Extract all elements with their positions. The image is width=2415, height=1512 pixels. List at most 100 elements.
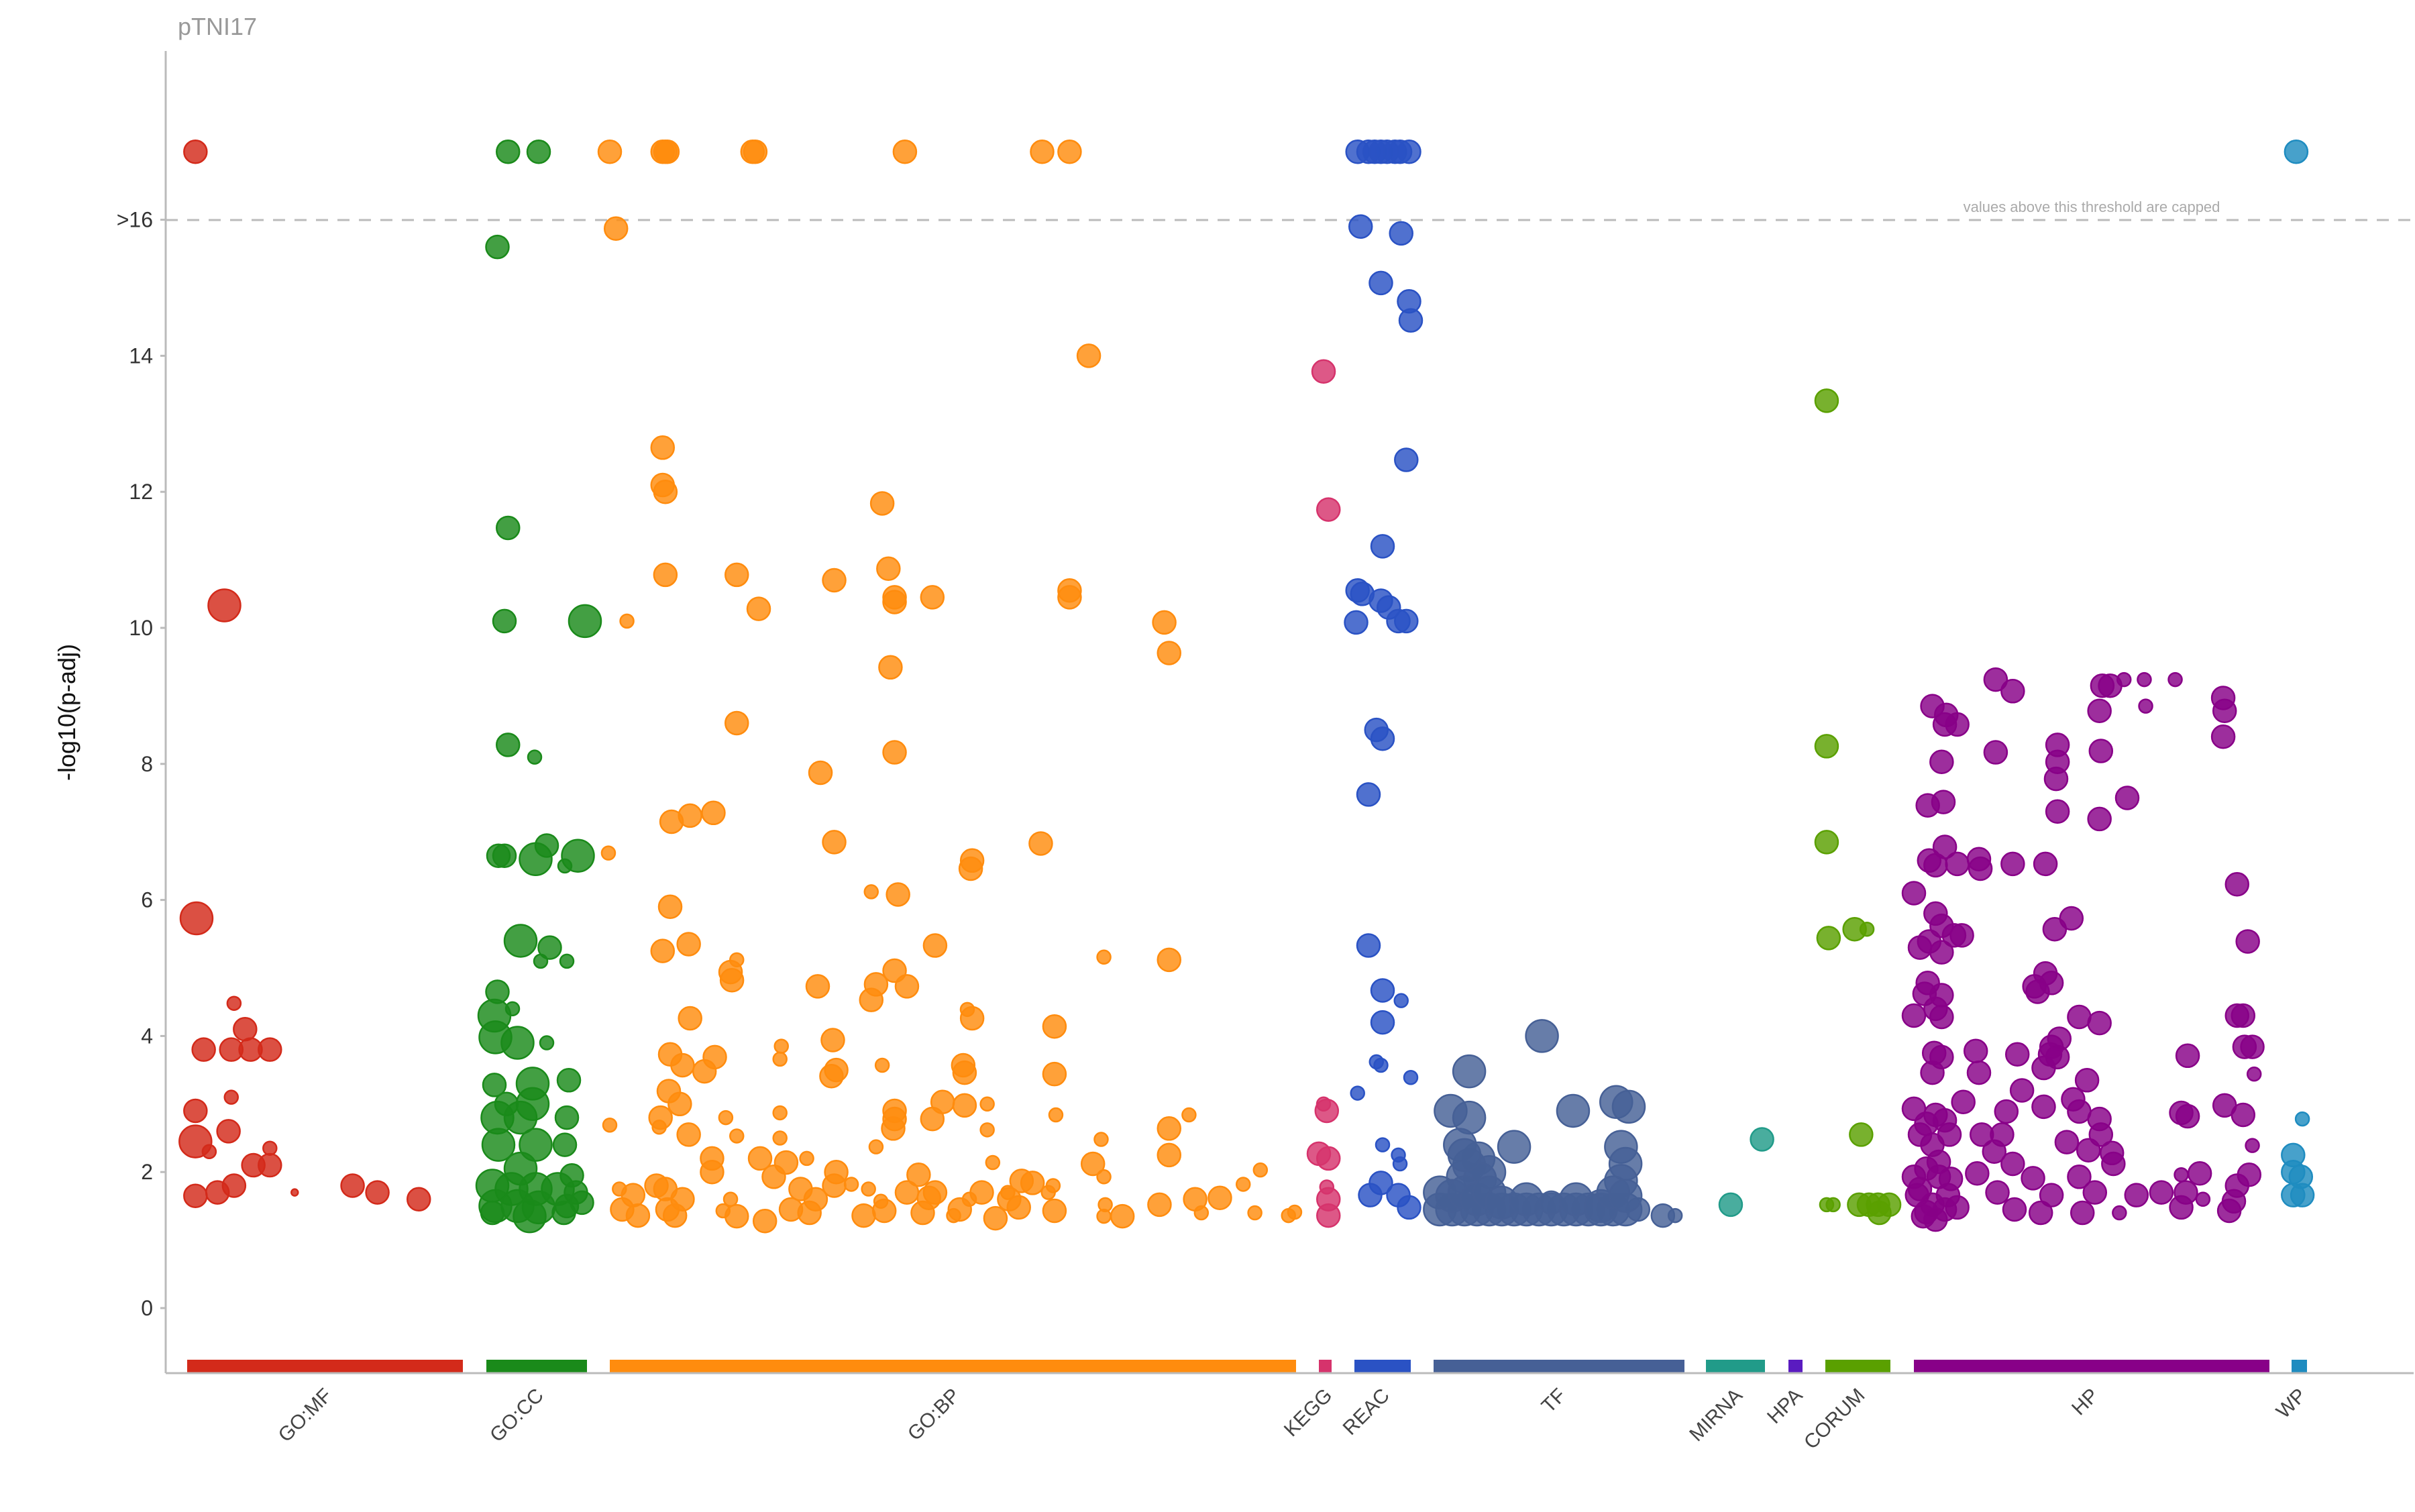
data-point-go-bp[interactable] [1157, 1116, 1181, 1141]
data-point-go-bp[interactable] [761, 1165, 786, 1189]
data-point-hp[interactable] [2246, 1066, 2262, 1082]
data-point-go-mf[interactable] [207, 588, 241, 623]
data-point-hp[interactable] [2004, 1042, 2030, 1067]
data-point-hp[interactable] [2021, 1166, 2045, 1191]
data-point-go-bp[interactable] [1040, 1185, 1056, 1200]
data-point-go-mf[interactable] [223, 1089, 239, 1105]
data-point-hp[interactable] [1966, 847, 1992, 872]
data-point-go-bp[interactable] [874, 1057, 890, 1073]
data-point-go-bp[interactable] [692, 1059, 717, 1084]
data-point-hp[interactable] [2101, 1151, 2126, 1177]
data-point-go-cc[interactable] [552, 1132, 578, 1157]
data-point-go-bp[interactable] [718, 1110, 734, 1126]
data-point-go-bp[interactable] [878, 655, 903, 680]
data-point-go-bp[interactable] [743, 139, 768, 164]
data-point-go-bp[interactable] [746, 596, 771, 621]
data-point-go-bp[interactable] [882, 740, 907, 765]
data-point-go-bp[interactable] [1096, 1208, 1112, 1224]
data-point-hp[interactable] [2033, 851, 2058, 877]
data-point-tf[interactable] [1525, 1019, 1559, 1053]
data-point-wp[interactable] [2294, 1111, 2310, 1127]
data-point-go-bp[interactable] [799, 1150, 814, 1167]
data-point-go-cc[interactable] [480, 1200, 505, 1226]
data-point-hp[interactable] [2000, 851, 2025, 877]
data-point-go-bp[interactable] [1252, 1162, 1269, 1178]
data-point-go-bp[interactable] [655, 139, 680, 164]
data-point-go-bp[interactable] [920, 585, 945, 610]
data-point-reac[interactable] [1368, 270, 1393, 296]
data-point-go-bp[interactable] [863, 884, 879, 900]
data-point-hp[interactable] [1929, 940, 1954, 965]
data-point-go-cc[interactable] [559, 953, 575, 969]
data-point-go-bp[interactable] [952, 1060, 977, 1085]
data-point-go-mf[interactable] [258, 1037, 282, 1062]
data-point-go-mf[interactable] [262, 1140, 278, 1156]
data-point-go-mf[interactable] [258, 1152, 282, 1178]
data-point-hp[interactable] [2175, 1103, 2200, 1129]
data-point-hp[interactable] [2112, 1205, 2127, 1221]
data-point-tf[interactable] [1497, 1130, 1532, 1164]
data-point-hp[interactable] [1949, 923, 1974, 948]
data-point-go-bp[interactable] [1247, 1205, 1263, 1221]
data-point-hp[interactable] [2231, 1102, 2256, 1128]
data-point-go-cc[interactable] [482, 1073, 507, 1097]
data-point-go-bp[interactable] [822, 830, 847, 855]
data-point-go-bp[interactable] [747, 1146, 773, 1171]
data-point-go-bp[interactable] [701, 800, 726, 826]
data-point-go-cc[interactable] [554, 1105, 580, 1130]
data-point-go-bp[interactable] [700, 1159, 724, 1185]
data-point-go-bp[interactable] [1096, 1169, 1112, 1185]
data-point-go-bp[interactable] [1042, 1198, 1067, 1224]
data-point-go-mf[interactable] [340, 1173, 365, 1198]
data-point-mirna[interactable] [1718, 1192, 1743, 1218]
data-point-hp[interactable] [2031, 1055, 2056, 1081]
data-point-go-bp[interactable] [952, 1093, 977, 1118]
data-point-go-bp[interactable] [797, 1200, 822, 1226]
data-point-go-bp[interactable] [1057, 585, 1082, 610]
data-point-go-mf[interactable] [179, 901, 214, 936]
data-point-reac[interactable] [1356, 933, 1381, 958]
data-point-hp[interactable] [2195, 1191, 2211, 1207]
data-point-go-cc[interactable] [503, 924, 538, 958]
data-point-hp[interactable] [2033, 961, 2058, 986]
data-point-go-bp[interactable] [851, 1203, 876, 1228]
data-point-go-bp[interactable] [1181, 1107, 1197, 1123]
data-point-go-bp[interactable] [805, 974, 830, 999]
data-point-reac[interactable] [1350, 1085, 1365, 1101]
data-point-kegg[interactable] [1311, 359, 1336, 384]
data-point-go-bp[interactable] [657, 894, 683, 919]
data-point-tf[interactable] [1556, 1093, 1591, 1128]
data-point-hp[interactable] [1929, 749, 1954, 775]
data-point-go-bp[interactable] [892, 139, 918, 164]
data-point-hp[interactable] [2067, 1099, 2092, 1124]
data-point-tf[interactable] [1539, 1190, 1564, 1216]
data-point-go-mf[interactable] [226, 995, 242, 1011]
data-point-go-bp[interactable] [979, 1122, 995, 1138]
data-point-hp[interactable] [1901, 881, 1927, 906]
data-point-tf[interactable] [1667, 1207, 1683, 1224]
data-point-go-bp[interactable] [922, 933, 948, 958]
data-point-go-cc[interactable] [513, 1199, 547, 1234]
data-point-reac[interactable] [1398, 308, 1424, 333]
data-point-go-cc[interactable] [527, 749, 543, 765]
data-point-go-bp[interactable] [625, 1203, 651, 1228]
data-point-go-bp[interactable] [1020, 1171, 1045, 1195]
data-point-hp[interactable] [1923, 853, 1948, 878]
data-point-hp[interactable] [1966, 1060, 1992, 1085]
data-point-tf[interactable] [1611, 1089, 1646, 1124]
data-point-hp[interactable] [1926, 1149, 1951, 1175]
data-point-go-bp[interactable] [859, 987, 884, 1012]
data-point-go-bp[interactable] [719, 968, 745, 993]
data-point-go-mf[interactable] [183, 1098, 208, 1124]
data-point-hp[interactable] [1907, 1122, 1933, 1147]
data-point-go-cc[interactable] [500, 1026, 535, 1060]
data-point-go-bp[interactable] [819, 1063, 844, 1089]
data-point-go-bp[interactable] [958, 856, 983, 881]
data-point-hp[interactable] [1983, 667, 2008, 692]
data-point-hp[interactable] [2137, 671, 2152, 688]
data-point-go-bp[interactable] [653, 562, 678, 588]
data-point-tf[interactable] [1452, 1054, 1487, 1089]
data-point-hp[interactable] [1963, 1038, 1988, 1063]
data-point-go-mf[interactable] [233, 1017, 258, 1042]
data-point-hp[interactable] [1920, 1060, 1945, 1085]
